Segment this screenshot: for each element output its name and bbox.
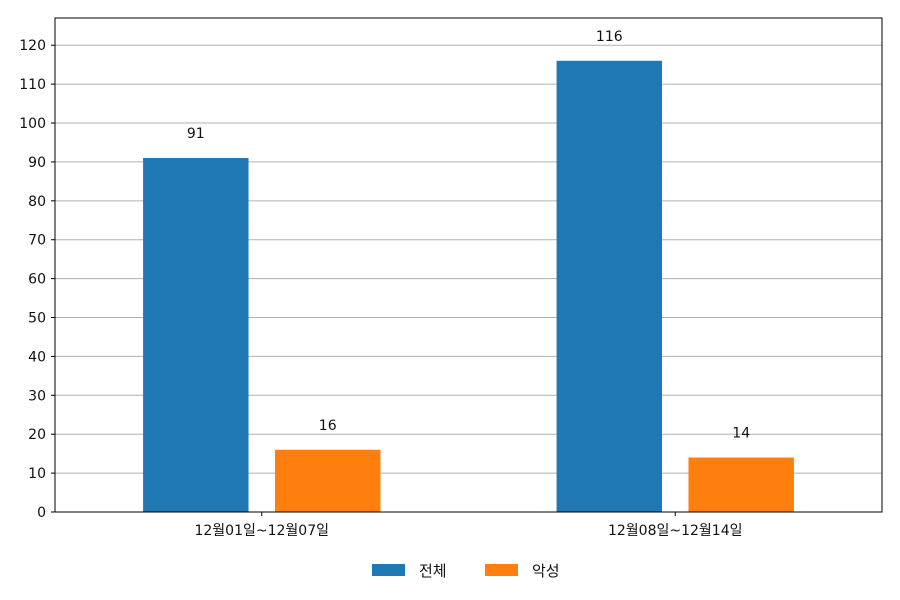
data-label: 91 (187, 126, 205, 142)
legend-label: 전체 (419, 562, 447, 580)
bars (143, 60, 794, 512)
bar-악성 (274, 449, 381, 512)
legend-item: 악성 (485, 562, 560, 580)
y-axis: 0 10 20 30 40 50 60 70 80 90 100 110 120 (19, 38, 55, 521)
y-tick-label: 40 (28, 349, 46, 365)
data-label: 14 (732, 426, 750, 442)
legend-label: 악성 (532, 562, 560, 580)
y-tick-label: 90 (28, 155, 46, 171)
data-label: 116 (596, 29, 623, 45)
legend-swatch (372, 564, 405, 576)
x-axis: 12월01일~12월07일 12월08일~12월14일 (194, 512, 743, 539)
y-tick-label: 70 (28, 233, 46, 249)
y-tick-label: 20 (28, 427, 46, 443)
bar-전체 (556, 60, 663, 512)
x-tick-label: 12월01일~12월07일 (194, 523, 329, 539)
plot-frame (54, 17, 883, 513)
data-label: 16 (319, 418, 337, 434)
y-tick-label: 100 (19, 116, 46, 132)
x-tick-label: 12월08일~12월14일 (608, 523, 743, 539)
y-tick-label: 30 (28, 388, 46, 404)
bar-전체 (143, 158, 249, 512)
y-tick-label: 60 (28, 272, 46, 288)
legend-item: 전체 (372, 562, 447, 580)
y-tick-label: 120 (19, 38, 46, 54)
legend: 전체 악성 (372, 562, 560, 580)
bar-악성 (688, 457, 794, 512)
y-tick-label: 10 (28, 466, 46, 482)
y-tick-label: 80 (28, 194, 46, 210)
y-tick-label: 0 (37, 505, 46, 521)
y-tick-label: 110 (19, 77, 46, 93)
data-labels: 91 16 116 14 (187, 29, 750, 442)
legend-swatch (485, 564, 518, 576)
y-tick-label: 50 (28, 311, 46, 327)
